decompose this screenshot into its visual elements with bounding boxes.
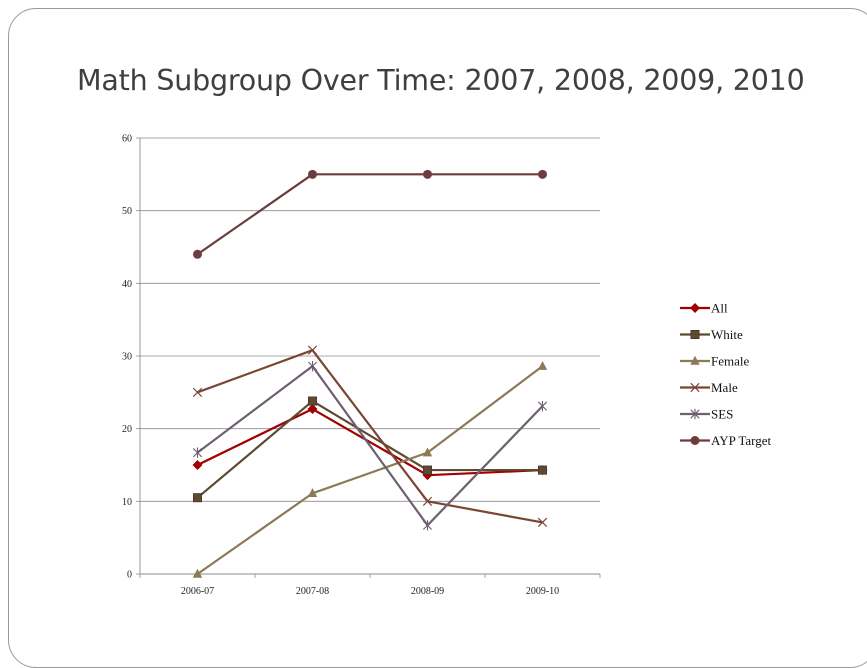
series-male (192, 345, 548, 528)
point-male-2007-08 (307, 345, 318, 355)
legend-entry-all: All (680, 301, 728, 316)
y-tick-label-20: 20 (122, 424, 132, 435)
point-ayp-target-2008-09 (423, 169, 432, 179)
y-axis-ticks: 0 10 20 30 40 50 60 (122, 134, 140, 581)
x-tick-label-2007-08: 2007-08 (296, 586, 329, 597)
slide-frame (8, 8, 867, 668)
legend-label-ses: SES (711, 407, 733, 422)
point-ayp-target-2006-07 (193, 249, 202, 259)
series-line-female (196, 365, 544, 575)
x-axis-ticks: 2006-07 2007-08 2008-09 2009-10 (139, 574, 601, 597)
point-ses-2007-08 (307, 360, 318, 372)
y-tick-label-50: 50 (122, 206, 132, 217)
gridlines (140, 137, 600, 502)
y-tick-label-40: 40 (122, 279, 132, 290)
x-tick-label-2008-09: 2008-09 (411, 586, 444, 597)
legend-label-all: All (711, 301, 728, 316)
point-male-2009-10 (537, 517, 548, 528)
point-all-2006-07 (192, 460, 203, 470)
point-all-2007-08 (307, 404, 318, 415)
legend-marker-female (690, 355, 700, 365)
point-female-2009-10 (537, 360, 548, 370)
legend-label-white: White (711, 327, 743, 342)
legend-marker-ses (690, 408, 700, 420)
series-ayp-target (193, 169, 547, 259)
x-tick-label-2006-07: 2006-07 (181, 586, 214, 597)
point-white-2006-07 (193, 493, 203, 503)
legend-entry-ayp-target: AYP Target (680, 433, 772, 448)
slide-title: Math Subgroup Over Time: 2007, 2008, 200… (77, 64, 805, 97)
point-ses-2009-10 (537, 400, 548, 412)
point-ayp-target-2007-08 (308, 169, 317, 179)
y-tick-label-60: 60 (122, 134, 132, 145)
legend: All White Female Male SES AYP Target (680, 301, 772, 448)
point-white-2007-08 (307, 396, 317, 406)
point-male-2008-09 (422, 496, 433, 506)
legend-marker-all (690, 303, 700, 313)
y-tick-label-30: 30 (122, 352, 132, 363)
legend-marker-ayp-target (690, 436, 700, 445)
point-female-2007-08 (307, 488, 318, 498)
legend-entry-white: White (680, 327, 743, 342)
point-male-2006-07 (192, 387, 203, 397)
series-ses (192, 360, 548, 531)
series-line-male (197, 349, 543, 524)
legend-entry-male: Male (680, 380, 738, 395)
point-ayp-target-2009-10 (538, 169, 547, 179)
point-white-2009-10 (537, 465, 547, 475)
legend-entry-ses: SES (680, 407, 733, 422)
series-line-white (196, 399, 543, 499)
point-white-2008-09 (422, 465, 432, 475)
legend-label-female: Female (711, 354, 749, 369)
point-ses-2008-09 (422, 520, 433, 531)
legend-entry-female: Female (680, 354, 749, 369)
series-lines (192, 169, 548, 578)
series-line-ses (196, 365, 544, 527)
y-tick-label-0: 0 (127, 570, 132, 581)
series-female (192, 360, 548, 578)
line-chart: 0 10 20 30 40 50 60 2006-07 2007-08 2008-09 2009-… (122, 134, 772, 598)
series-line-ayp-target (196, 173, 543, 256)
legend-label-ayp-target: AYP Target (711, 433, 772, 448)
series-white (193, 396, 547, 503)
x-tick-label-2009-10: 2009-10 (526, 586, 559, 597)
series-line-all (197, 407, 543, 477)
point-female-2008-09 (422, 447, 433, 457)
point-female-2006-07 (192, 568, 203, 578)
y-tick-label-10: 10 (122, 497, 132, 508)
legend-label-male: Male (711, 380, 738, 395)
point-ses-2006-07 (192, 447, 203, 458)
legend-marker-white (690, 329, 700, 339)
legend-marker-male (690, 382, 700, 393)
